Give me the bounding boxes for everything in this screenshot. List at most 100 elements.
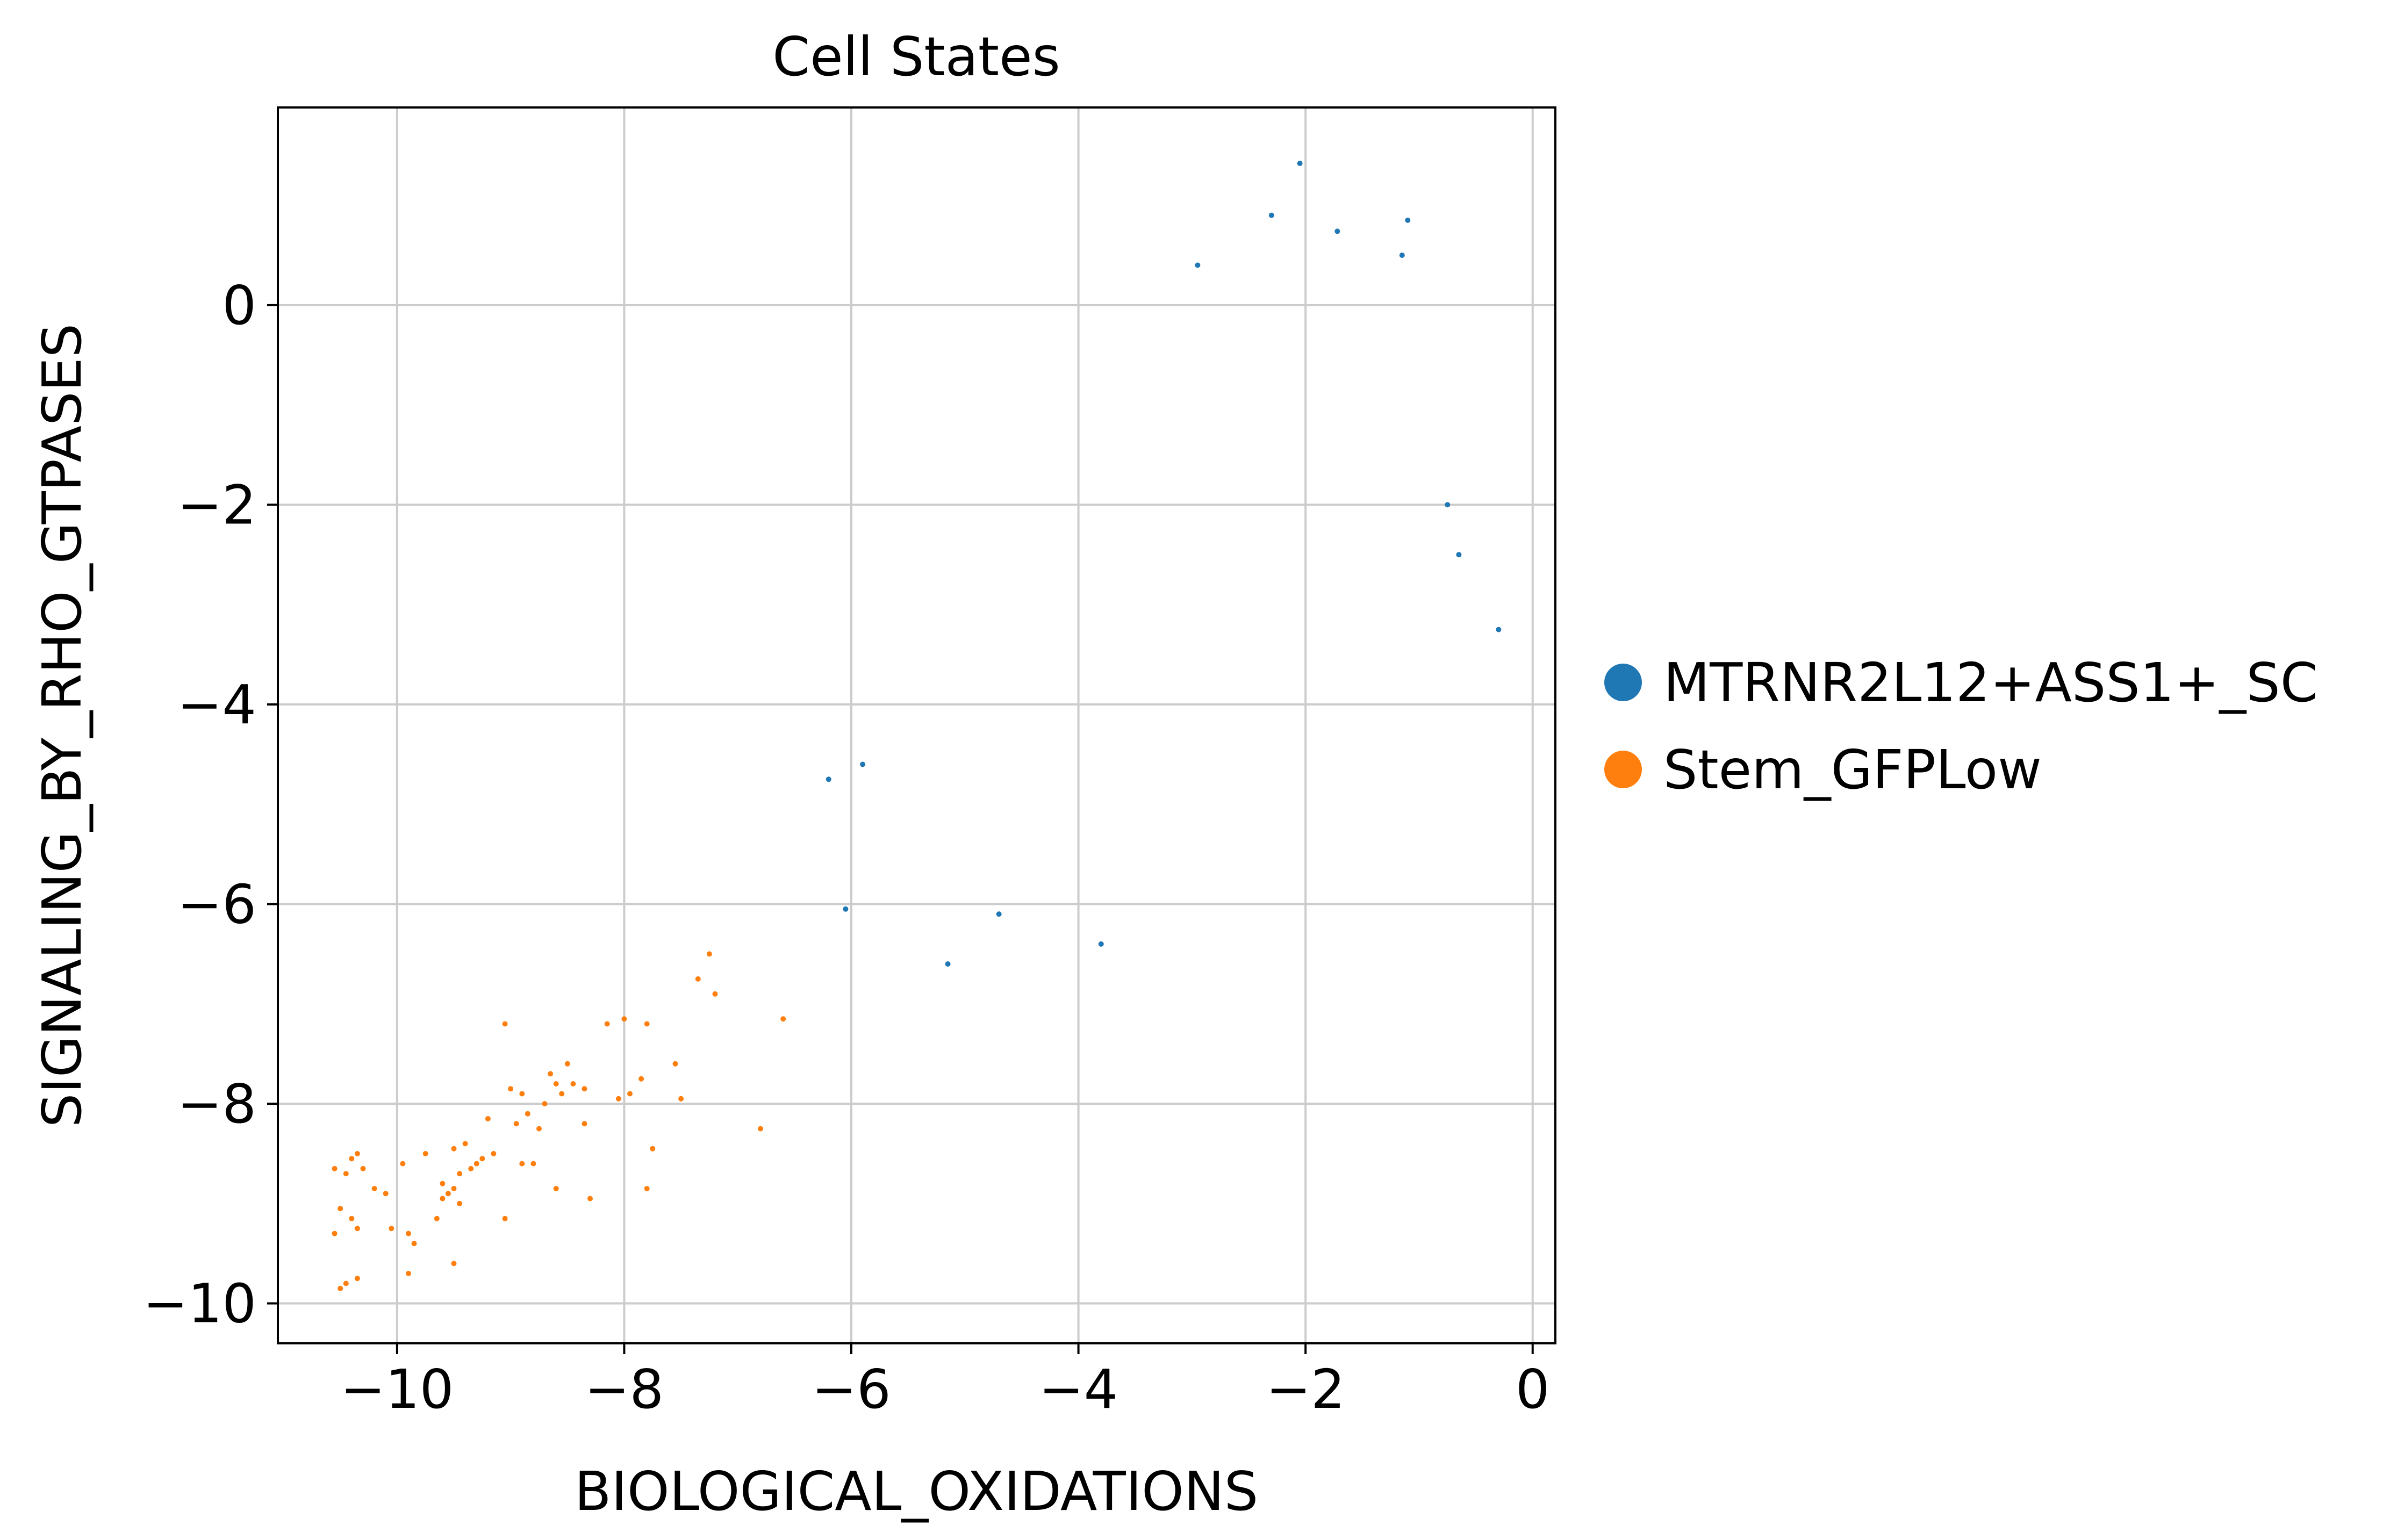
scatter-point	[473, 1161, 479, 1167]
x-tick-label: −4	[1039, 1358, 1118, 1421]
legend-label-mtrnr2l12: MTRNR2L12+ASS1+_SC	[1663, 651, 2318, 714]
scatter-point	[650, 1146, 656, 1152]
scatter-point	[570, 1081, 576, 1086]
scatter-point	[996, 911, 1002, 917]
scatter-point	[564, 1061, 570, 1067]
scatter-point	[1456, 552, 1462, 558]
scatter-point	[332, 1165, 338, 1171]
scatter-point	[468, 1165, 474, 1171]
scatter-point	[389, 1226, 394, 1232]
scatter-point	[582, 1121, 587, 1127]
x-tick-label: 0	[1516, 1358, 1550, 1421]
scatter-point	[1268, 212, 1274, 218]
x-tick-label: −8	[585, 1358, 664, 1421]
scatter-point	[354, 1151, 360, 1156]
scatter-point	[519, 1161, 525, 1167]
scatter-point	[400, 1161, 406, 1167]
scatter-point	[383, 1191, 389, 1197]
scatter-point	[338, 1206, 343, 1212]
scatter-point	[530, 1161, 536, 1167]
scatter-point	[502, 1021, 508, 1027]
scatter-point	[582, 1086, 587, 1092]
series-1	[332, 951, 786, 1291]
scatter-point	[615, 1096, 621, 1102]
x-axis-label: BIOLOGICAL_OXIDATIONS	[575, 1460, 1258, 1523]
scatter-point	[706, 951, 712, 957]
scatter-point	[502, 1215, 508, 1221]
scatter-point	[451, 1146, 457, 1152]
scatter-point	[491, 1151, 497, 1156]
scatter-point	[638, 1076, 644, 1082]
scatter-point	[542, 1101, 548, 1107]
series-0	[826, 161, 1502, 967]
scatter-point	[553, 1186, 559, 1191]
scatter-point	[519, 1091, 525, 1097]
scatter-point	[587, 1196, 593, 1201]
scatter-point	[440, 1181, 446, 1186]
scatter-point	[1496, 627, 1502, 632]
legend-marker-mtrnr2l12	[1604, 664, 1642, 701]
x-tick-label: −2	[1266, 1358, 1345, 1421]
scatter-point	[371, 1186, 377, 1191]
scatter-point	[758, 1126, 763, 1132]
scatter-point	[406, 1271, 411, 1276]
scatter-point	[1445, 502, 1451, 508]
scatter-point	[644, 1186, 650, 1191]
scatter-point	[621, 1016, 627, 1022]
scatter-point	[349, 1156, 355, 1162]
scatter-point	[695, 976, 701, 982]
scatter-point	[548, 1071, 554, 1077]
scatter-point	[406, 1230, 411, 1236]
scatter-point	[343, 1280, 349, 1286]
scatter-point	[349, 1215, 355, 1221]
y-tick-label: 0	[222, 274, 256, 337]
scatter-points	[332, 161, 1502, 1291]
scatter-point	[338, 1285, 343, 1291]
scatter-point	[451, 1261, 457, 1266]
scatter-point	[678, 1096, 684, 1102]
grid-lines	[278, 107, 1555, 1343]
scatter-point	[843, 906, 849, 912]
scatter-point	[343, 1171, 349, 1177]
scatter-point	[536, 1126, 542, 1132]
scatter-point	[457, 1171, 463, 1177]
x-tick-label: −6	[812, 1358, 891, 1421]
scatter-point	[411, 1241, 417, 1247]
scatter-point	[559, 1091, 565, 1097]
scatter-point	[1195, 262, 1201, 268]
scatter-point	[1098, 941, 1104, 947]
y-axis-ticks: 0 −2 −4 −6 −8 −10	[143, 274, 278, 1335]
plot-area-frame	[277, 106, 1556, 1344]
scatter-point	[360, 1165, 366, 1171]
scatter-point	[445, 1191, 451, 1197]
scatter-point	[553, 1081, 559, 1086]
scatter-point	[780, 1016, 786, 1022]
scatter-point	[712, 991, 718, 997]
scatter-point	[457, 1200, 463, 1206]
scatter-point	[826, 776, 831, 782]
scatter-point	[513, 1121, 519, 1127]
y-tick-label: −2	[177, 473, 256, 536]
scatter-point	[462, 1141, 468, 1147]
scatter-point	[440, 1196, 446, 1201]
y-tick-label: −10	[143, 1272, 256, 1335]
legend-label-stem-gfplow: Stem_GFPLow	[1663, 738, 2042, 801]
x-axis-ticks: −10 −8 −6 −4 −2 0	[340, 1343, 1550, 1421]
y-tick-label: −6	[177, 873, 256, 936]
scatter-point	[332, 1230, 338, 1236]
scatter-point	[422, 1151, 428, 1156]
x-tick-label: −10	[340, 1358, 454, 1421]
scatter-point	[604, 1021, 610, 1027]
scatter-point	[1297, 161, 1303, 166]
scatter-point	[508, 1086, 514, 1092]
scatter-point	[672, 1061, 678, 1067]
scatter-point	[644, 1021, 650, 1027]
scatter-point	[525, 1111, 530, 1117]
y-axis-label: SIGNALING_BY_RHO_GTPASES	[31, 323, 94, 1127]
scatter-point	[627, 1091, 633, 1097]
scatter-point	[354, 1226, 360, 1232]
scatter-point	[1334, 228, 1340, 234]
scatter-point	[354, 1276, 360, 1282]
